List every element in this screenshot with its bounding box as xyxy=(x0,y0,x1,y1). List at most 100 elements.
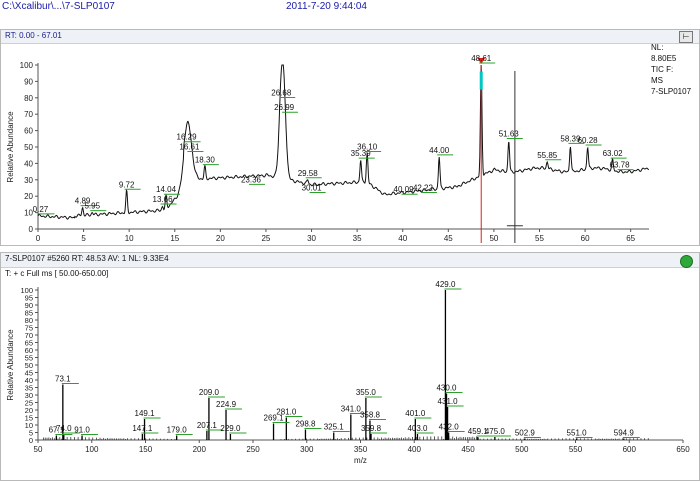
y-tick-label: 70 xyxy=(24,110,33,119)
peak-label: 594.9 xyxy=(614,429,635,438)
spectrum-pane[interactable]: 7-SLP0107 #5260 RT: 48.53 AV: 1 NL: 9.33… xyxy=(0,252,700,481)
x-tick-label: 350 xyxy=(354,445,368,454)
x-tick-label: 500 xyxy=(515,445,529,454)
y-tick-label: 45 xyxy=(25,369,33,378)
x-tick-label: 60 xyxy=(581,234,590,243)
peak-label: 179.0 xyxy=(167,426,188,435)
peak-label: 403.0 xyxy=(407,424,428,433)
y-tick-label: 30 xyxy=(24,176,33,185)
peak-label: 58.39 xyxy=(560,134,581,143)
peak-label: 298.8 xyxy=(295,420,316,429)
x-tick-label: 20 xyxy=(216,234,225,243)
y-tick-label: 55 xyxy=(25,354,33,363)
x-tick-label: 15 xyxy=(170,234,179,243)
y-tick-label: 65 xyxy=(25,339,33,348)
peak-label: 551.0 xyxy=(567,429,588,438)
y-tick-label: 90 xyxy=(25,301,33,310)
window-header: C:\Xcalibur\...\7-SLP0107 2011-7-20 9:44… xyxy=(0,0,700,14)
x-tick-label: 50 xyxy=(34,445,43,454)
info-sample: 7-SLP0107 xyxy=(651,87,692,96)
y-tick-label: 5 xyxy=(29,429,33,438)
y-axis-label: Relative Abundance xyxy=(6,329,15,401)
peak-label: 502.9 xyxy=(515,429,536,438)
peak-label: 459.1 xyxy=(468,427,489,436)
y-tick-label: 60 xyxy=(24,127,33,136)
x-tick-label: 600 xyxy=(623,445,637,454)
selected-peak-highlight xyxy=(479,71,483,90)
peak-label: 63.02 xyxy=(603,149,624,158)
y-tick-label: 30 xyxy=(25,391,33,400)
spectrum-plot[interactable]: 0510152025303540455055606570758085909510… xyxy=(1,253,699,480)
peak-label: 16.61 xyxy=(179,143,200,152)
peak-label: 0.27 xyxy=(33,205,49,214)
peak-label: 26.68 xyxy=(271,88,292,97)
x-tick-label: 250 xyxy=(246,445,260,454)
x-tick-label: 100 xyxy=(85,445,99,454)
rt-range-label: RT: 0.00 - 67.01 xyxy=(5,31,62,40)
x-tick-label: 45 xyxy=(444,234,453,243)
chromatogram-trace xyxy=(37,64,650,220)
y-tick-label: 15 xyxy=(25,414,33,423)
y-tick-label: 100 xyxy=(20,61,34,70)
acquisition-datetime: 2011-7-20 9:44:04 xyxy=(286,1,367,12)
peak-label: 51.63 xyxy=(499,129,520,138)
x-tick-label: 25 xyxy=(261,234,270,243)
y-tick-label: 100 xyxy=(20,286,33,295)
x-tick-label: 0 xyxy=(36,234,41,243)
peak-label: 401.0 xyxy=(405,409,426,418)
x-tick-label: 550 xyxy=(569,445,583,454)
peak-label: 431.0 xyxy=(438,397,459,406)
peak-label: 4.89 xyxy=(75,197,91,206)
x-tick-label: 10 xyxy=(125,234,134,243)
peak-label: 149.1 xyxy=(135,409,156,418)
peak-label: 42.22 xyxy=(413,184,434,193)
x-tick-label: 200 xyxy=(193,445,207,454)
peak-label: 26.99 xyxy=(274,103,295,112)
peak-label: 147.1 xyxy=(132,424,153,433)
info-nl-value: 8.80E5 xyxy=(651,54,677,63)
peak-label: 358.8 xyxy=(360,411,381,420)
y-tick-label: 80 xyxy=(24,94,33,103)
y-tick-label: 80 xyxy=(25,316,33,325)
chromatogram-title-bar: RT: 0.00 - 67.01 ⊢ xyxy=(1,30,699,44)
peak-label: 36.10 xyxy=(357,143,378,152)
peak-label: 429.0 xyxy=(435,280,456,289)
peak-label: 281.0 xyxy=(276,408,297,417)
refresh-icon[interactable] xyxy=(680,255,693,268)
x-tick-label: 55 xyxy=(535,234,544,243)
peak-label: 55.85 xyxy=(537,151,558,160)
y-tick-label: 85 xyxy=(25,309,33,318)
peak-label: 432.0 xyxy=(439,423,460,432)
peak-label: 16.29 xyxy=(177,133,198,142)
chromatogram-plot[interactable]: 0 10 20 30 40 50 60 70 80 90 100 0 5 10 15 20 25 30 35 40 45… xyxy=(1,30,699,245)
info-nl: NL: xyxy=(651,43,664,52)
y-tick-label: 40 xyxy=(25,376,33,385)
y-tick-label: 20 xyxy=(25,406,33,415)
y-tick-label: 10 xyxy=(25,421,33,430)
peak-label: 74.0 xyxy=(56,424,72,433)
peak-label: 325.1 xyxy=(324,423,345,432)
chromatogram-pane[interactable]: RT: 0.00 - 67.01 ⊢ NL: 8.80E5 TIC F: MS … xyxy=(0,29,700,246)
y-tick-label: 35 xyxy=(25,384,33,393)
y-tick-label: 20 xyxy=(24,192,33,201)
peak-label: 355.0 xyxy=(356,388,377,397)
info-ms: MS xyxy=(651,76,663,85)
peak-label: 359.8 xyxy=(361,424,382,433)
peak-label: 30.01 xyxy=(302,184,323,193)
x-tick-label: 450 xyxy=(461,445,475,454)
y-tick-label: 10 xyxy=(24,209,33,218)
peak-label: 91.0 xyxy=(74,426,90,435)
x-tick-label: 40 xyxy=(398,234,407,243)
x-tick-label: 400 xyxy=(408,445,422,454)
chromatogram-info: NL: 8.80E5 TIC F: MS 7-SLP0107 xyxy=(651,42,691,97)
scan-header: 7-SLP0107 #5260 RT: 48.53 AV: 1 NL: 9.33… xyxy=(5,254,169,263)
peak-label: 209.0 xyxy=(199,388,220,397)
peak-label: 63.78 xyxy=(610,161,631,170)
peak-label: 9.72 xyxy=(119,180,135,189)
file-path: C:\Xcalibur\...\7-SLP0107 xyxy=(2,1,115,12)
peak-label: 341.0 xyxy=(341,405,362,414)
pin-icon[interactable]: ⊢ xyxy=(679,31,693,43)
peak-label: 229.0 xyxy=(220,424,241,433)
x-tick-label: 150 xyxy=(139,445,153,454)
y-axis-label: Relative Abundance xyxy=(6,111,15,183)
